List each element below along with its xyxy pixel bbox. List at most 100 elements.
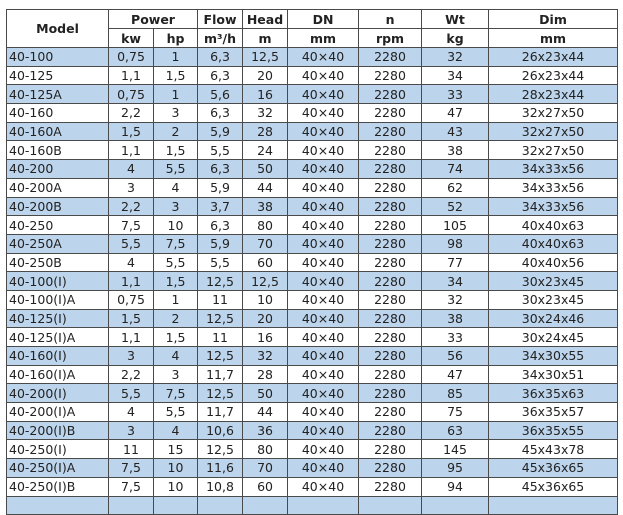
cell-hp: 7,5 xyxy=(152,233,199,254)
cell-head: 50 xyxy=(242,383,289,404)
cell-head: 16 xyxy=(242,327,289,347)
cell-rpm: 2280 xyxy=(358,289,423,310)
cell-head: 44 xyxy=(242,177,289,198)
cell-dim: 32x27x50 xyxy=(488,140,619,161)
cell-weight: 38 xyxy=(421,308,490,329)
cell-model: 40-100(I)A xyxy=(6,289,109,310)
cell-hp: 5,5 xyxy=(152,402,199,422)
cell-empty xyxy=(197,495,244,515)
cell-kw: 7,5 xyxy=(108,458,154,478)
cell-kw: 4 xyxy=(108,252,154,273)
cell-hp: 1 xyxy=(152,84,199,105)
cell-head: 50 xyxy=(242,159,289,179)
cell-flow: 11,7 xyxy=(197,402,244,422)
cell-weight: 85 xyxy=(421,383,490,404)
cell-flow: 6,3 xyxy=(197,215,244,235)
table-row: 40-250 7,5 10 6,3 80 40×40 2280 105 40x40x63 xyxy=(6,215,619,235)
cell-rpm: 2280 xyxy=(358,420,423,441)
cell-weight: 77 xyxy=(421,252,490,273)
cell-head: 80 xyxy=(242,215,289,235)
cell-rpm: 2280 xyxy=(358,271,423,291)
cell-kw: 11 xyxy=(108,439,154,460)
cell-model: 40-250 xyxy=(6,215,109,235)
cell-rpm: 2280 xyxy=(358,439,423,460)
table-row: 40-200(I) 5,5 7,5 12,5 50 40×40 2280 85 36x35x63 xyxy=(6,383,619,404)
cell-flow: 11,6 xyxy=(197,458,244,478)
cell-dn: 40×40 xyxy=(287,103,360,123)
header-flow: Flow xyxy=(197,9,244,29)
cell-kw: 0,75 xyxy=(108,84,154,105)
cell-kw: 3 xyxy=(108,177,154,198)
cell-dim: 34x33x56 xyxy=(488,159,619,179)
cell-model: 40-125 xyxy=(6,65,109,86)
cell-rpm: 2280 xyxy=(358,402,423,422)
table-row: 40-250(I)B 7,5 10 10,8 60 40×40 2280 94 45x36x65 xyxy=(6,476,619,497)
cell-dim: 30x23x45 xyxy=(488,271,619,291)
cell-dn: 40×40 xyxy=(287,289,360,310)
cell-dn: 40×40 xyxy=(287,215,360,235)
cell-dim: 45x36x65 xyxy=(488,476,619,497)
cell-rpm: 2280 xyxy=(358,476,423,497)
cell-rpm: 2280 xyxy=(358,346,423,366)
cell-hp: 10 xyxy=(152,458,199,478)
unit-kg: kg xyxy=(421,28,490,48)
cell-hp: 5,5 xyxy=(152,159,199,179)
unit-hp: hp xyxy=(152,28,199,48)
cell-flow: 10,8 xyxy=(197,476,244,497)
cell-rpm: 2280 xyxy=(358,364,423,385)
cell-hp: 15 xyxy=(152,439,199,460)
cell-weight: 94 xyxy=(421,476,490,497)
cell-dim: 30x23x45 xyxy=(488,289,619,310)
cell-dim: 28x23x44 xyxy=(488,84,619,105)
table-row: 40-200B 2,2 3 3,7 38 40×40 2280 52 34x33x56 xyxy=(6,196,619,217)
cell-dn: 40×40 xyxy=(287,346,360,366)
cell-hp: 1,5 xyxy=(152,140,199,161)
cell-kw: 0,75 xyxy=(108,289,154,310)
cell-model: 40-160(I) xyxy=(6,346,109,366)
cell-hp: 2 xyxy=(152,121,199,142)
table-row: 40-250(I) 11 15 12,5 80 40×40 2280 145 45x43x78 xyxy=(6,439,619,460)
cell-rpm: 2280 xyxy=(358,140,423,161)
table-row: 40-200(I)A 4 5,5 11,7 44 40×40 2280 75 36x35x57 xyxy=(6,402,619,422)
table-row: 40-125A 0,75 1 5,6 16 40×40 2280 33 28x23x44 xyxy=(6,84,619,105)
table-row: 40-160 2,2 3 6,3 32 40×40 2280 47 32x27x50 xyxy=(6,103,619,123)
cell-flow: 5,5 xyxy=(197,252,244,273)
cell-flow: 10,6 xyxy=(197,420,244,441)
cell-head: 28 xyxy=(242,364,289,385)
cell-flow: 12,5 xyxy=(197,439,244,460)
cell-dn: 40×40 xyxy=(287,84,360,105)
cell-weight: 95 xyxy=(421,458,490,478)
cell-weight: 32 xyxy=(421,47,490,67)
cell-hp: 1 xyxy=(152,47,199,67)
cell-rpm: 2280 xyxy=(358,215,423,235)
cell-kw: 1,5 xyxy=(108,121,154,142)
cell-rpm: 2280 xyxy=(358,196,423,217)
cell-kw: 5,5 xyxy=(108,233,154,254)
table-row: 40-160(I)A 2,2 3 11,7 28 40×40 2280 47 34x30x51 xyxy=(6,364,619,385)
cell-kw: 2,2 xyxy=(108,196,154,217)
cell-model: 40-160B xyxy=(6,140,109,161)
table-row: 40-200(I)B 3 4 10,6 36 40×40 2280 63 36x35x55 xyxy=(6,420,619,441)
cell-dim: 30x24x46 xyxy=(488,308,619,329)
cell-kw: 7,5 xyxy=(108,215,154,235)
cell-head: 80 xyxy=(242,439,289,460)
table-row: 40-250(I)A 7,5 10 11,6 70 40×40 2280 95 45x36x65 xyxy=(6,458,619,478)
table-row: 40-250A 5,5 7,5 5,9 70 40×40 2280 98 40x40x63 xyxy=(6,233,619,254)
cell-dim: 36x35x63 xyxy=(488,383,619,404)
cell-rpm: 2280 xyxy=(358,47,423,67)
cell-weight: 32 xyxy=(421,289,490,310)
cell-flow: 6,3 xyxy=(197,65,244,86)
cell-rpm: 2280 xyxy=(358,65,423,86)
cell-kw: 4 xyxy=(108,402,154,422)
cell-hp: 3 xyxy=(152,364,199,385)
cell-kw: 1,1 xyxy=(108,140,154,161)
unit-head: m xyxy=(242,28,289,48)
cell-head: 20 xyxy=(242,308,289,329)
cell-head: 70 xyxy=(242,233,289,254)
cell-model: 40-200(I)A xyxy=(6,402,109,422)
cell-flow: 12,5 xyxy=(197,383,244,404)
cell-rpm: 2280 xyxy=(358,159,423,179)
cell-kw: 2,2 xyxy=(108,103,154,123)
table-row xyxy=(6,495,619,515)
cell-dim: 40x40x63 xyxy=(488,233,619,254)
